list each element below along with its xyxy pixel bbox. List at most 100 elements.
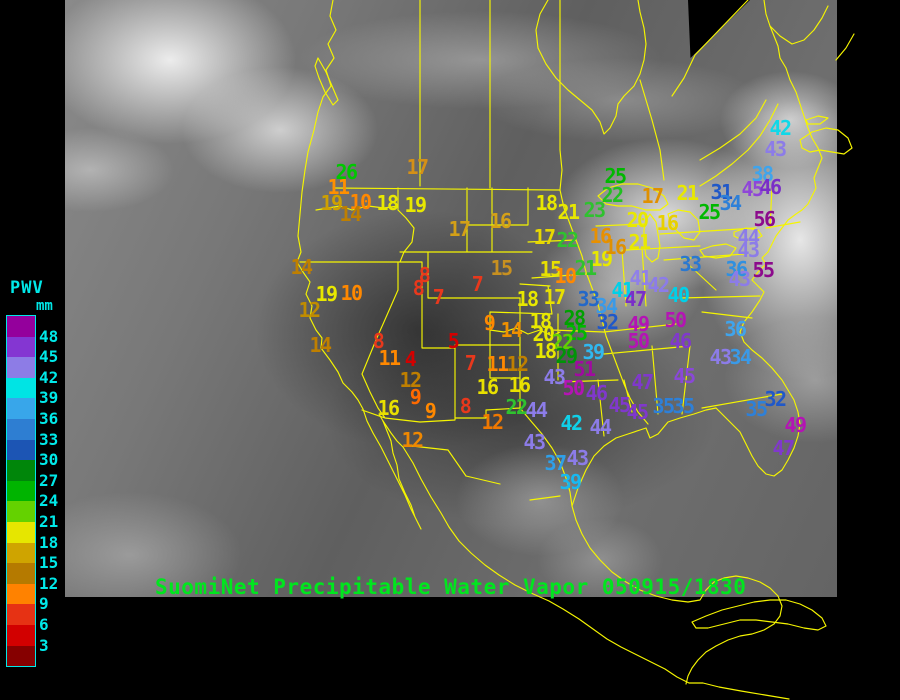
mexico-gulf-yucatan-coastline-path <box>571 505 783 685</box>
station-pwv-value: 12 <box>399 368 422 392</box>
station-pwv-value: 21 <box>574 256 597 280</box>
station-pwv-value: 43 <box>566 446 589 470</box>
station-pwv-value: 44 <box>737 225 760 249</box>
station-pwv-value: 22 <box>505 395 528 419</box>
station-pwv-value: 12 <box>481 410 504 434</box>
station-pwv-value: 43 <box>523 430 546 454</box>
station-pwv-value: 36 <box>725 257 748 281</box>
station-pwv-value: 7 <box>464 351 477 375</box>
legend-value-label: 21 <box>39 511 59 531</box>
legend-value-label: 18 <box>39 532 59 552</box>
station-pwv-value: 45 <box>741 177 764 201</box>
station-pwv-value: 41 <box>611 278 634 302</box>
legend-value-label: 24 <box>39 491 59 511</box>
station-pwv-value: 17 <box>533 225 556 249</box>
station-pwv-value: 7 <box>432 285 445 309</box>
legend-value-label: 48 <box>39 326 59 346</box>
pwv-legend: PWV mm 48 45 42 39 36 33 30 27 24 21 18 15 12 9 6 3 <box>6 278 68 668</box>
station-pwv-value: 43 <box>728 267 751 291</box>
station-pwv-value: 16 <box>476 375 499 399</box>
station-pwv-value: 46 <box>669 329 692 353</box>
station-pwv-value: 39 <box>582 340 605 364</box>
station-pwv-value: 26 <box>335 160 358 184</box>
station-pwv-value: 43 <box>709 345 732 369</box>
station-pwv-value: 19 <box>320 191 343 215</box>
station-pwv-value: 45 <box>626 400 649 424</box>
station-pwv-value: 50 <box>664 308 687 332</box>
legend-value-label: 12 <box>39 573 59 593</box>
station-pwv-value: 14 <box>290 255 313 279</box>
legend-value-label: 39 <box>39 388 59 408</box>
station-pwv-value: 56 <box>753 207 776 231</box>
station-pwv-value: 11 <box>327 175 350 199</box>
station-pwv-value: 21 <box>628 230 651 254</box>
legend-swatch: 6 <box>7 604 49 632</box>
station-pwv-value: 17 <box>543 285 566 309</box>
station-pwv-value: 22 <box>601 183 624 207</box>
station-pwv-value: 16 <box>489 209 512 233</box>
station-pwv-value: 47 <box>624 287 647 311</box>
mexico-west-coastline-path <box>382 420 790 700</box>
legend-color-scale: 48 45 42 39 36 33 30 27 24 21 18 15 12 9 6 3 <box>6 315 58 668</box>
station-pwv-value: 47 <box>631 370 654 394</box>
legend-swatch: 21 <box>7 501 58 529</box>
legend-unit-label: mm <box>36 298 53 314</box>
legend-value-label: 3 <box>39 635 49 655</box>
legend-swatch <box>7 645 35 667</box>
station-pwv-value: 8 <box>412 276 425 300</box>
canada-borders-path <box>419 0 855 191</box>
station-pwv-value: 55 <box>752 258 775 282</box>
legend-swatch: 48 <box>7 316 58 344</box>
station-pwv-value: 46 <box>585 381 608 405</box>
station-pwv-value: 25 <box>565 321 588 345</box>
station-pwv-value: 50 <box>562 376 585 400</box>
station-pwv-value: 45 <box>608 393 631 417</box>
station-pwv-value: 33 <box>679 252 702 276</box>
station-pwv-value: 19 <box>404 193 427 217</box>
station-pwv-value: 10 <box>554 264 577 288</box>
station-pwv-value: 42 <box>560 411 583 435</box>
legend-title: PWV <box>10 278 44 298</box>
station-pwv-value: 16 <box>377 396 400 420</box>
legend-swatch: 39 <box>7 377 58 406</box>
station-pwv-value: 7 <box>471 272 484 296</box>
station-pwv-value: 18 <box>516 287 539 311</box>
legend-swatch: 42 <box>7 357 58 385</box>
station-pwv-value: 15 <box>490 256 513 280</box>
station-pwv-value: 43 <box>737 238 760 262</box>
station-pwv-value: 4 <box>404 347 417 371</box>
station-pwv-value: 42 <box>647 273 670 297</box>
station-pwv-value: 20 <box>626 208 649 232</box>
station-pwv-value: 32 <box>764 387 787 411</box>
maritimes-outline-path <box>314 57 853 155</box>
station-pwv-value: 16 <box>604 235 627 259</box>
station-pwv-value: 43 <box>543 365 566 389</box>
station-pwv-value: 35 <box>672 394 695 418</box>
station-pwv-value: 8 <box>418 263 431 287</box>
pacific-coastline-path <box>296 0 422 530</box>
legend-swatch: 12 <box>7 563 58 591</box>
station-pwv-value: 41 <box>629 266 652 290</box>
station-pwv-value: 34 <box>719 191 742 215</box>
legend-swatch: 27 <box>7 460 58 488</box>
station-pwv-value: 10 <box>340 281 363 305</box>
station-pwv-value: 8 <box>372 329 385 353</box>
legend-value-label: 42 <box>39 367 59 387</box>
station-pwv-value: 9 <box>424 399 437 423</box>
station-pwv-value: 14 <box>339 202 362 226</box>
station-pwv-value: 10 <box>349 190 372 214</box>
station-pwv-value: 19 <box>315 282 338 306</box>
legend-swatch: 36 <box>7 398 58 426</box>
station-pwv-value: 46 <box>759 175 782 199</box>
station-pwv-value: 47 <box>772 436 795 460</box>
station-pwv-value: 5 <box>447 329 460 353</box>
station-pwv-value: 11 <box>378 346 401 370</box>
legend-value-label: 9 <box>39 594 49 614</box>
station-pwv-value: 39 <box>559 470 582 494</box>
legend-value-label: 6 <box>39 614 49 634</box>
station-pwv-value: 31 <box>710 180 733 204</box>
station-pwv-value: 45 <box>673 364 696 388</box>
